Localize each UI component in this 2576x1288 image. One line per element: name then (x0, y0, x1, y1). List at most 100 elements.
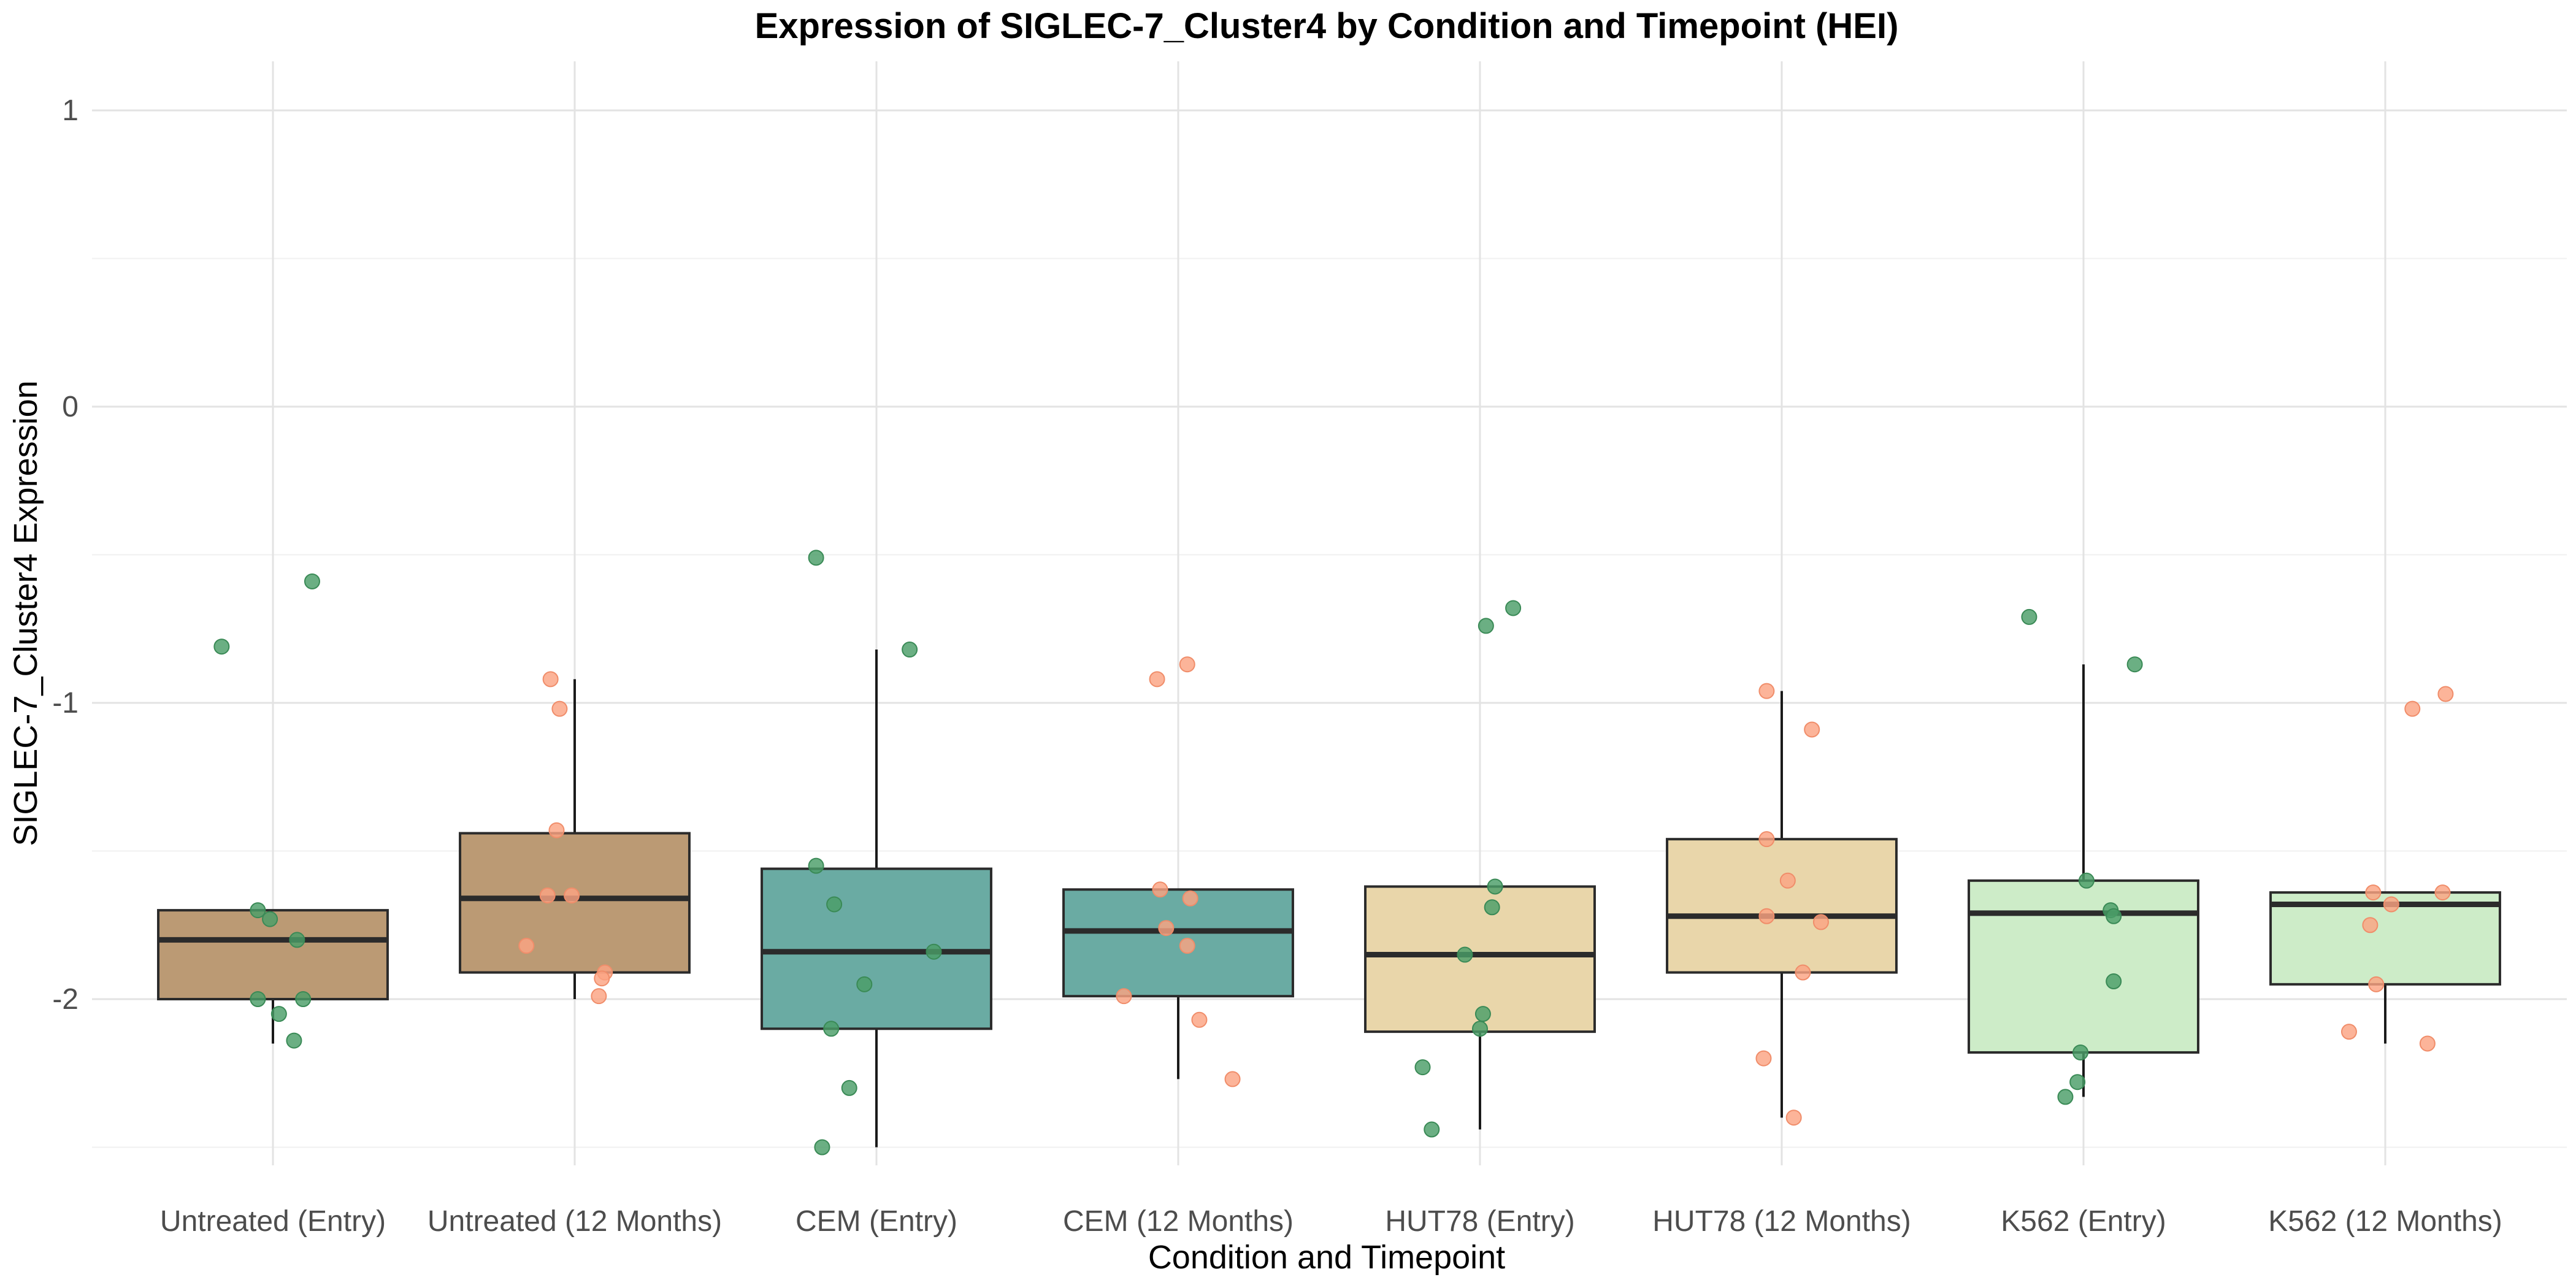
data-point (808, 550, 824, 566)
box-group (1968, 664, 2199, 1097)
box (1062, 888, 1294, 998)
points-layer (213, 550, 2454, 1156)
data-point (518, 938, 535, 954)
data-point (1758, 683, 1775, 699)
data-point (2078, 872, 2095, 889)
data-point (1505, 600, 1522, 616)
data-point (1424, 1121, 1440, 1138)
data-point (1478, 618, 1494, 634)
data-point (808, 857, 824, 874)
data-point (826, 896, 843, 913)
data-point (539, 887, 556, 903)
data-point (2434, 884, 2451, 901)
y-tick-label: 1 (62, 94, 79, 127)
data-point (213, 638, 230, 655)
data-point (1812, 914, 1829, 930)
data-point (823, 1021, 840, 1037)
x-tick-label: HUT78 (12 Months) (1652, 1205, 1911, 1238)
data-point (856, 976, 873, 992)
data-point (1224, 1071, 1241, 1087)
data-point (2437, 686, 2454, 702)
y-tick-labels: 1 0 -1 -2 (52, 94, 79, 1016)
y-axis-label: SIGLEC-7_Cluster4 Expression (7, 380, 44, 846)
data-point (1804, 721, 1820, 738)
y-tick-label: 0 (62, 391, 79, 423)
data-point (926, 943, 942, 960)
data-point (250, 902, 266, 919)
data-point (2106, 908, 2122, 924)
chart-title: Expression of SIGLEC-7_Cluster4 by Condi… (755, 6, 1899, 46)
data-point (1755, 1050, 1772, 1067)
data-point (814, 1139, 830, 1156)
data-point (1179, 938, 1195, 954)
data-point (2404, 700, 2421, 717)
box-group (1062, 888, 1294, 1079)
data-point (295, 991, 312, 1007)
data-point (2021, 608, 2037, 625)
data-point (594, 970, 610, 987)
data-point (1152, 881, 1168, 898)
box-group (1666, 691, 1898, 1118)
x-tick-label: K562 (12 Months) (2268, 1205, 2502, 1238)
data-point (2362, 917, 2379, 933)
box-group (761, 650, 992, 1148)
data-point (262, 911, 278, 927)
data-point (564, 887, 580, 903)
data-point (1191, 1011, 1208, 1028)
x-tick-label: K562 (Entry) (2001, 1205, 2166, 1238)
data-point (1474, 1006, 1491, 1022)
x-tick-label: HUT78 (Entry) (1385, 1205, 1574, 1238)
data-point (289, 932, 305, 948)
data-point (2126, 656, 2143, 673)
data-point (2057, 1089, 2074, 1105)
data-point (1179, 656, 1195, 673)
data-point (2419, 1035, 2436, 1052)
data-point (591, 988, 607, 1005)
box (761, 867, 992, 1030)
box (1968, 879, 2199, 1054)
data-point (902, 642, 918, 658)
box-group (459, 679, 691, 999)
data-point (542, 671, 559, 688)
data-point (250, 991, 266, 1007)
box (459, 832, 691, 974)
data-point (1758, 908, 1775, 924)
data-point (1472, 1021, 1488, 1037)
data-point (1484, 899, 1500, 916)
data-point (2072, 1044, 2089, 1060)
x-tick-label: Untreated (12 Months) (427, 1205, 722, 1238)
x-axis-label: Condition and Timepoint (1148, 1239, 1505, 1276)
y-tick-label: -2 (52, 983, 79, 1016)
data-point (841, 1079, 857, 1096)
data-point (270, 1006, 287, 1022)
boxes-layer (157, 650, 2501, 1148)
data-point (2365, 884, 2382, 901)
data-point (1149, 671, 1165, 688)
data-point (1758, 831, 1775, 848)
data-point (2368, 976, 2385, 992)
y-tick-label: -1 (52, 687, 79, 719)
data-point (304, 573, 320, 589)
data-point (2340, 1024, 2357, 1040)
data-point (1785, 1110, 1802, 1126)
data-point (1158, 920, 1175, 937)
data-point (548, 822, 565, 838)
x-tick-label: Untreated (Entry) (160, 1205, 386, 1238)
data-point (1457, 946, 1473, 963)
data-point (1795, 964, 1811, 981)
data-point (1182, 890, 1198, 907)
data-point (2106, 973, 2122, 990)
data-point (2069, 1074, 2086, 1091)
box (1666, 838, 1898, 974)
data-point (2383, 896, 2399, 913)
x-tick-label: CEM (12 Months) (1063, 1205, 1294, 1238)
data-point (1779, 872, 1796, 889)
data-point (1487, 878, 1503, 895)
data-point (1116, 988, 1132, 1005)
x-tick-label: CEM (Entry) (795, 1205, 957, 1238)
data-point (286, 1032, 302, 1049)
data-point (551, 700, 568, 717)
data-point (1414, 1059, 1431, 1076)
